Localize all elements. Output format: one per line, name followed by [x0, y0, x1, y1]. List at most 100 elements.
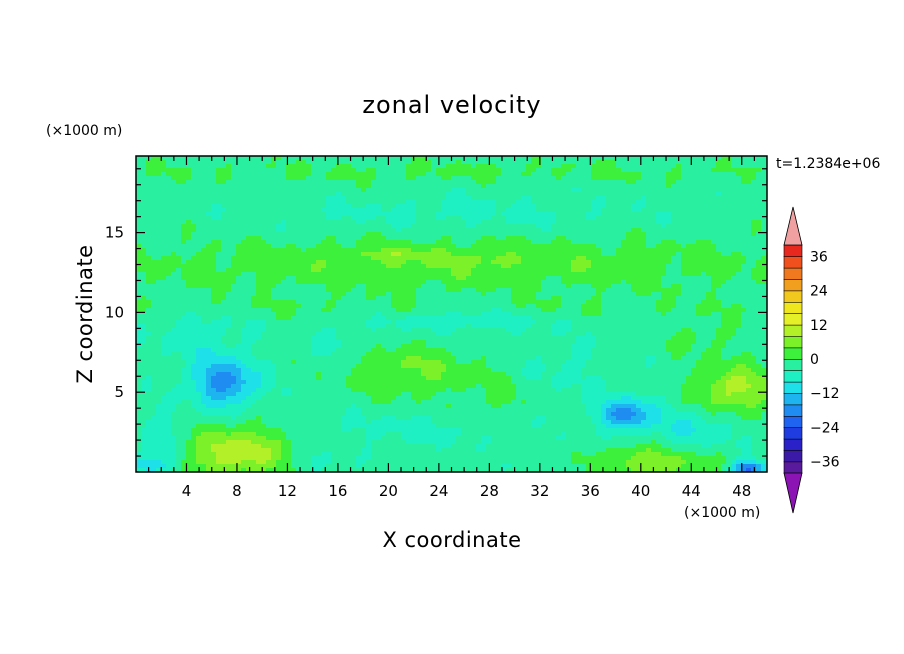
field-cell — [601, 164, 607, 169]
field-cell — [331, 236, 337, 241]
field-cell — [411, 160, 417, 165]
field-cell — [361, 208, 367, 213]
field-cell — [566, 236, 572, 241]
field-cell — [736, 268, 742, 273]
field-cell — [241, 232, 247, 237]
field-cell — [736, 180, 742, 185]
field-cell — [731, 220, 737, 225]
field-cell — [336, 188, 342, 193]
field-cell — [576, 208, 582, 213]
field-cell — [591, 308, 597, 313]
field-cell — [651, 200, 657, 205]
field-cell — [186, 308, 192, 313]
field-cell — [631, 288, 637, 293]
field-cell — [581, 252, 587, 257]
field-cell — [716, 268, 722, 273]
field-cell — [756, 176, 762, 181]
field-cell — [526, 288, 532, 293]
field-cell — [466, 176, 472, 181]
field-cell — [306, 156, 312, 161]
field-cell — [186, 304, 192, 309]
field-cell — [251, 292, 257, 297]
field-cell — [196, 264, 202, 269]
field-cell — [511, 228, 517, 233]
field-cell — [761, 200, 767, 205]
field-cell — [396, 264, 402, 269]
field-cell — [191, 176, 197, 181]
field-cell — [291, 228, 297, 233]
field-cell — [526, 272, 532, 277]
field-cell — [136, 220, 142, 225]
field-cell — [641, 184, 647, 189]
field-cell — [466, 228, 472, 233]
field-cell — [521, 224, 527, 229]
field-cell — [326, 292, 332, 297]
field-cell — [691, 260, 697, 265]
field-cell — [691, 264, 697, 269]
field-cell — [671, 196, 677, 201]
field-cell — [256, 184, 262, 189]
field-cell — [316, 168, 322, 173]
field-cell — [606, 208, 612, 213]
field-cell — [456, 160, 462, 165]
field-cell — [371, 232, 377, 237]
field-cell — [196, 304, 202, 309]
field-cell — [361, 160, 367, 165]
field-cell — [646, 228, 652, 233]
field-cell — [691, 280, 697, 285]
field-cell — [656, 240, 662, 245]
field-cell — [491, 232, 497, 237]
field-cell — [461, 168, 467, 173]
field-cell — [466, 300, 472, 305]
field-cell — [681, 272, 687, 277]
field-cell — [286, 156, 292, 161]
field-cell — [251, 252, 257, 257]
field-cell — [566, 300, 572, 305]
field-cell — [311, 272, 317, 277]
field-cell — [256, 212, 262, 217]
field-cell — [566, 200, 572, 205]
field-cell — [321, 232, 327, 237]
field-cell — [331, 200, 337, 205]
field-cell — [306, 228, 312, 233]
field-cell — [621, 308, 627, 313]
field-cell — [251, 280, 257, 285]
field-cell — [586, 180, 592, 185]
field-cell — [361, 304, 367, 309]
field-cell — [366, 296, 372, 301]
field-cell — [196, 300, 202, 305]
field-cell — [156, 304, 162, 309]
field-cell — [496, 208, 502, 213]
field-cell — [531, 288, 537, 293]
field-cell — [386, 292, 392, 297]
field-cell — [526, 188, 532, 193]
field-cell — [416, 184, 422, 189]
field-cell — [431, 296, 437, 301]
field-cell — [201, 292, 207, 297]
field-cell — [531, 268, 537, 273]
field-cell — [486, 280, 492, 285]
field-cell — [601, 308, 607, 313]
field-cell — [636, 252, 642, 257]
field-cell — [241, 224, 247, 229]
field-cell — [756, 184, 762, 189]
field-cell — [271, 220, 277, 225]
field-cell — [686, 300, 692, 305]
field-cell — [711, 180, 717, 185]
field-cell — [446, 176, 452, 181]
field-cell — [441, 308, 447, 313]
field-cell — [751, 200, 757, 205]
field-cell — [596, 216, 602, 221]
field-cell — [181, 260, 187, 265]
field-cell — [551, 184, 557, 189]
field-cell — [506, 260, 512, 265]
field-cell — [206, 260, 212, 265]
field-cell — [741, 260, 747, 265]
field-cell — [336, 196, 342, 201]
field-cell — [161, 284, 167, 289]
field-cell — [601, 304, 607, 309]
field-cell — [751, 192, 757, 197]
field-cell — [361, 292, 367, 297]
field-cell — [291, 292, 297, 297]
field-cell — [496, 176, 502, 181]
